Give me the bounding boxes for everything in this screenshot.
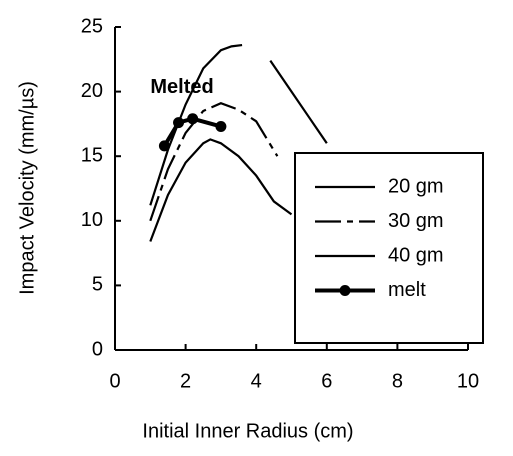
x-tick-label: 4 [251, 370, 262, 392]
y-tick-label: 5 [92, 274, 103, 296]
y-axis-label: Impact Velocity (mm/µs) [16, 81, 38, 295]
x-tick-label: 0 [109, 370, 120, 392]
y-tick-label: 10 [81, 209, 103, 231]
x-axis-label: Initial Inner Radius (cm) [142, 420, 353, 442]
legend-marker [339, 285, 351, 296]
x-tick-label: 2 [180, 370, 191, 392]
y-tick-label: 25 [81, 15, 103, 37]
y-tick-label: 15 [81, 144, 103, 166]
y-tick-label: 20 [81, 80, 103, 102]
x-tick-label: 10 [457, 370, 479, 392]
legend-box [294, 152, 484, 344]
legend-label: melt [388, 279, 426, 301]
x-tick-label: 8 [392, 370, 403, 392]
series-line [149, 138, 293, 242]
y-tick-label: 0 [92, 338, 103, 360]
legend-label: 20 gm [388, 175, 444, 197]
x-tick-label: 6 [321, 370, 332, 392]
series-marker [187, 113, 199, 125]
annotation: Melted [150, 76, 213, 98]
series-marker [173, 117, 185, 129]
series-marker [215, 120, 227, 132]
legend-label: 30 gm [388, 210, 444, 232]
legend-label: 40 gm [388, 244, 444, 266]
series-marker [158, 140, 170, 152]
series-line [162, 116, 222, 147]
series-line [149, 102, 279, 222]
